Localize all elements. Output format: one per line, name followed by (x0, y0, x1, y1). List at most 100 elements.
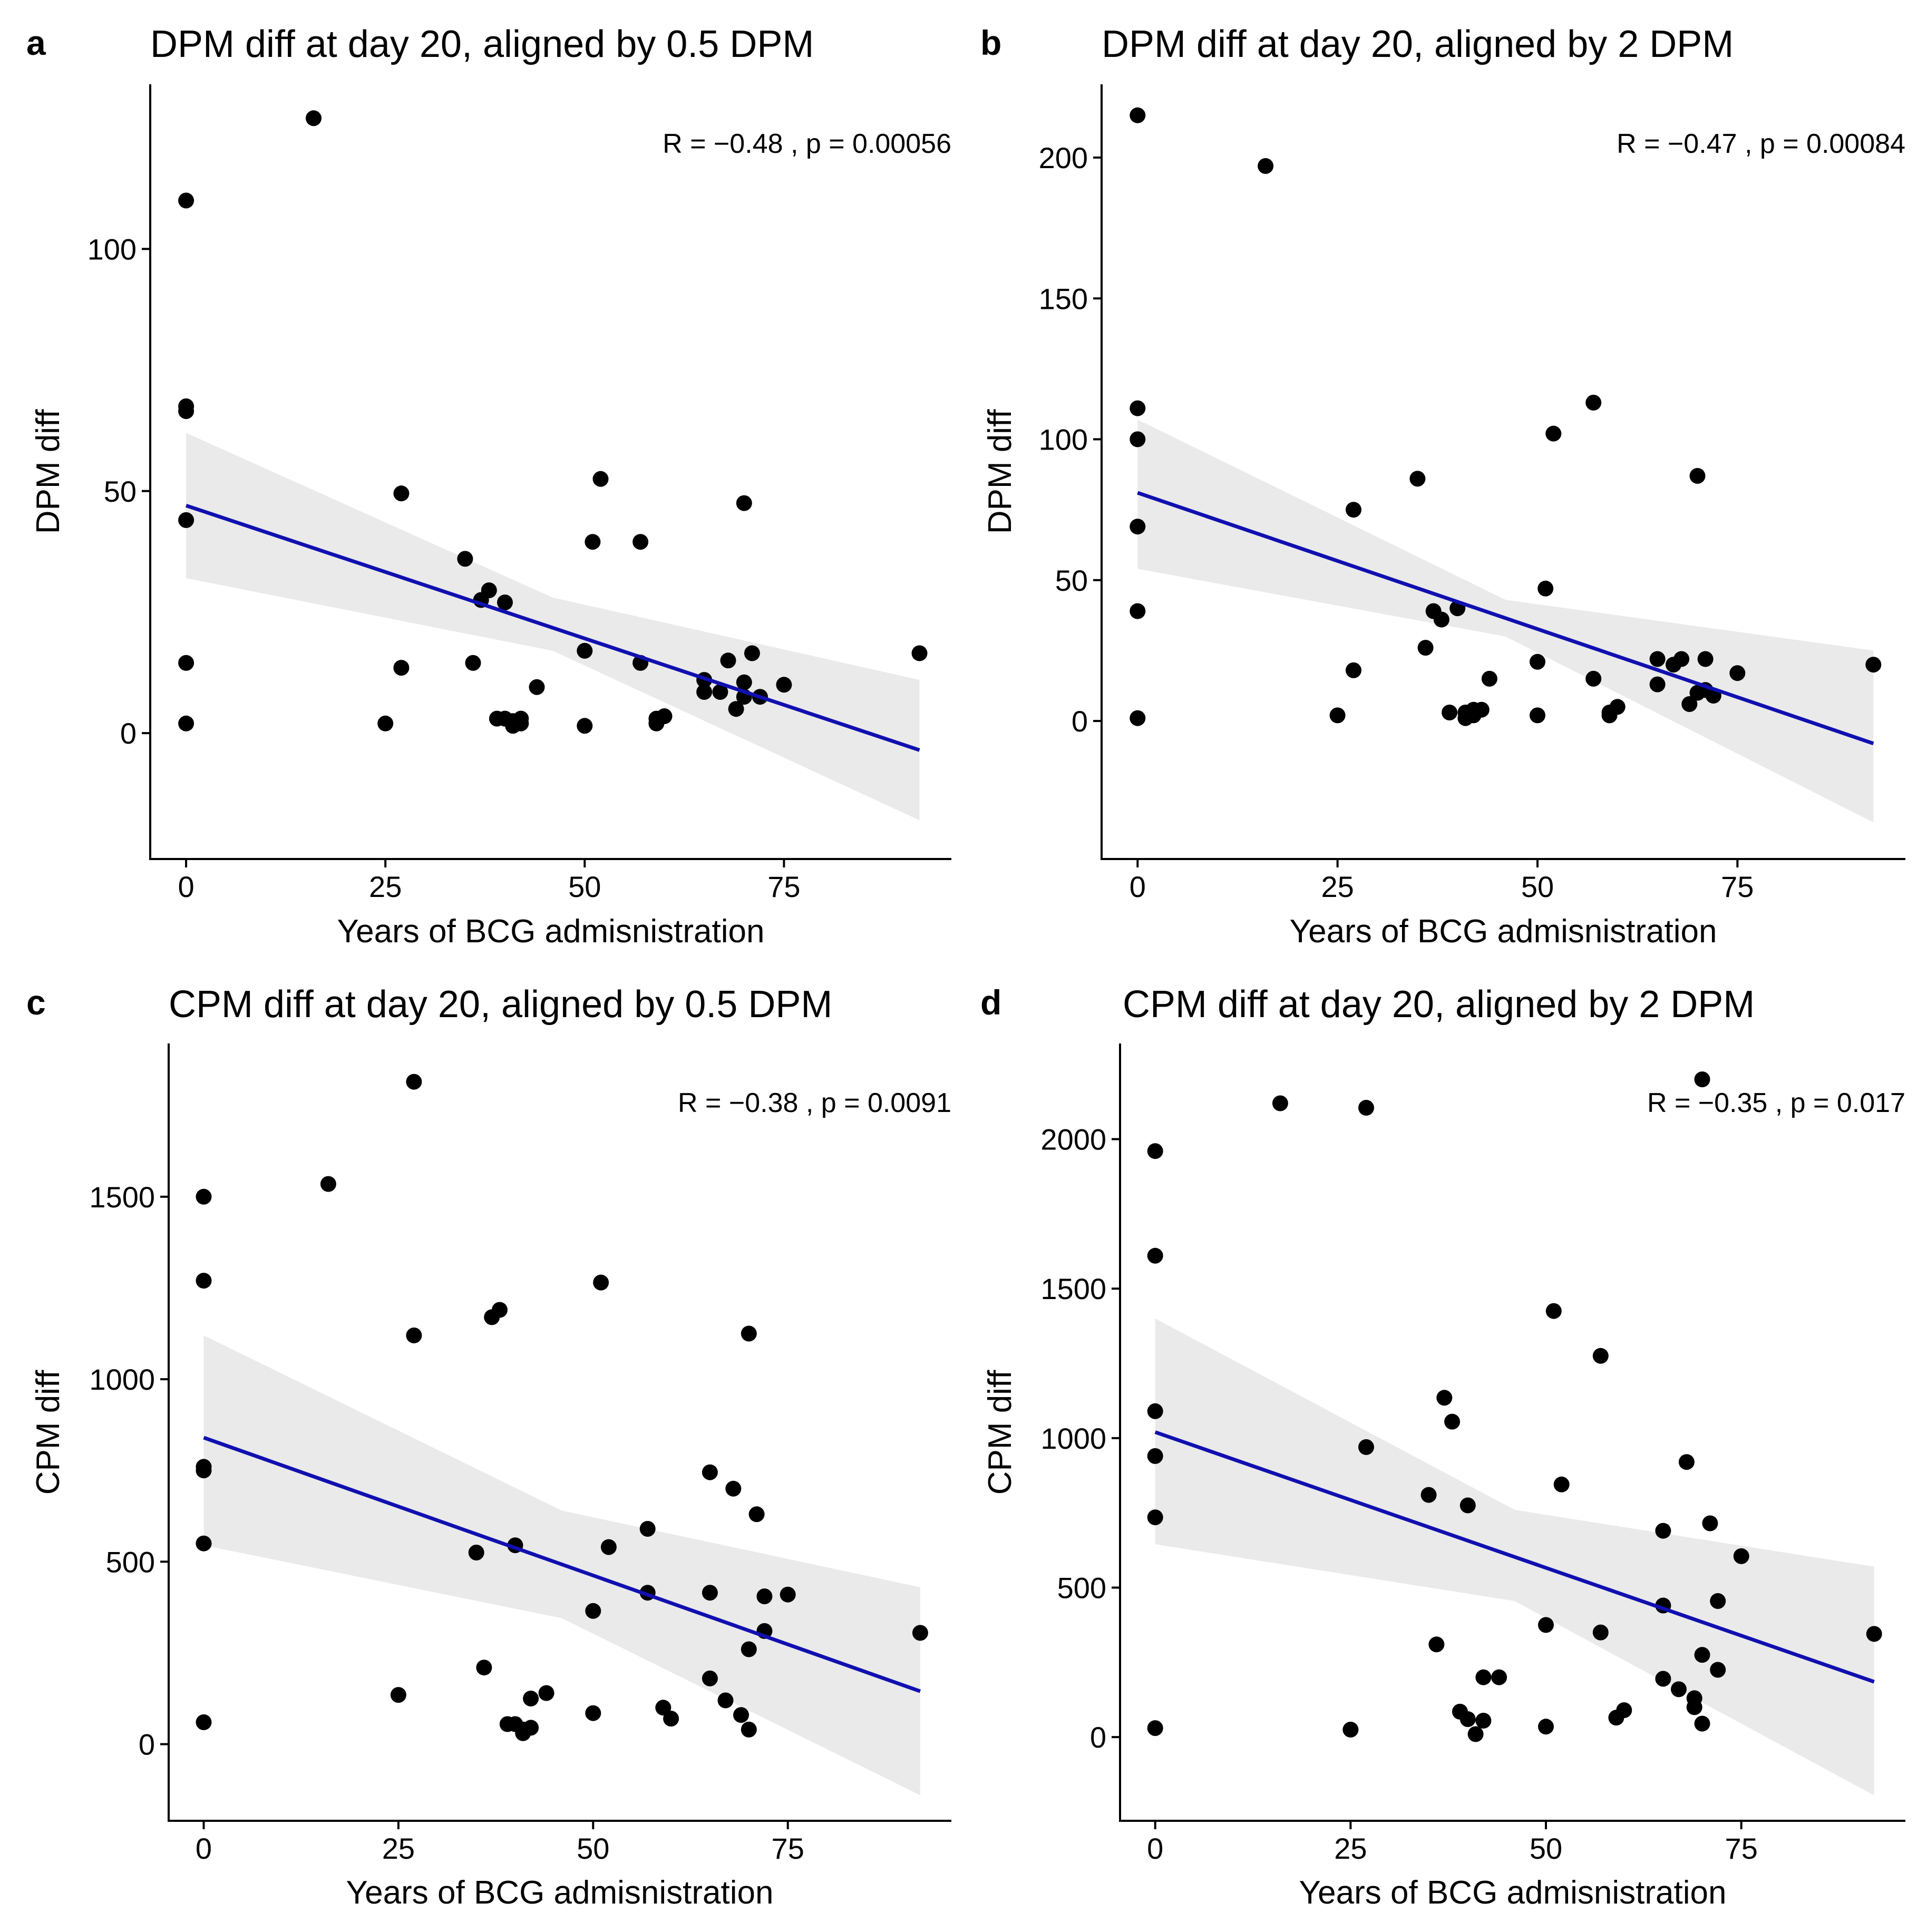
data-point (728, 701, 744, 717)
data-point (1346, 502, 1361, 518)
data-point (1545, 1303, 1562, 1319)
data-point (1147, 1720, 1163, 1736)
data-point (585, 1603, 601, 1619)
x-tick-label: 75 (1725, 1832, 1758, 1865)
data-point (1530, 653, 1545, 670)
data-point (741, 1721, 757, 1738)
plot-area-b: 0 25 50 75 0 50 100 150 200 (1039, 84, 1905, 903)
data-point (780, 1586, 796, 1603)
data-point (1710, 1593, 1726, 1609)
data-point (702, 1585, 718, 1601)
x-axis-title: Years of BCG admisnistration (1290, 913, 1717, 950)
data-point (1655, 1523, 1671, 1539)
data-point (1702, 1515, 1718, 1531)
data-point (725, 1480, 742, 1497)
y-tick-label: 1000 (89, 1363, 155, 1396)
data-point (390, 1687, 406, 1703)
data-point (1459, 1711, 1476, 1728)
data-point (1491, 1669, 1507, 1685)
data-point (744, 645, 760, 661)
data-point (1733, 1548, 1749, 1564)
y-tick-label: 100 (1039, 423, 1088, 456)
data-point (663, 1711, 679, 1727)
data-point (1729, 665, 1746, 681)
data-point (1420, 1487, 1437, 1503)
data-point (1537, 580, 1554, 597)
panel-title: CPM diff at day 20, aligned by 2 DPM (1123, 983, 1755, 1026)
data-point (741, 1325, 757, 1342)
data-point (1710, 1662, 1726, 1678)
x-tick-label: 50 (577, 1832, 609, 1865)
data-point (1694, 1071, 1710, 1088)
y-axis-title: DPM diff (30, 409, 66, 534)
data-point (1609, 699, 1626, 715)
data-point (523, 1720, 539, 1736)
data-point (1475, 1713, 1492, 1729)
x-axis-title: Years of BCG admisnistration (337, 913, 765, 950)
data-point (492, 1302, 508, 1318)
data-point (1130, 603, 1146, 619)
regression-line (1137, 491, 1874, 746)
regression-line (203, 1436, 921, 1693)
x-tick-label: 0 (1147, 1832, 1163, 1865)
data-point (393, 660, 410, 676)
x-tick-label: 0 (1130, 870, 1146, 903)
data-point (1130, 519, 1146, 535)
x-tick-label: 0 (196, 1832, 212, 1865)
data-point (655, 1700, 671, 1716)
data-point (1130, 710, 1146, 726)
data-point (1694, 1715, 1710, 1732)
data-point (1530, 707, 1545, 724)
data-point (1671, 1681, 1687, 1697)
x-tick-label: 75 (767, 870, 800, 903)
data-point (1865, 657, 1882, 673)
data-point (1673, 651, 1690, 667)
y-tick-label: 100 (87, 232, 137, 266)
x-tick-label: 25 (369, 870, 402, 903)
data-point (717, 1692, 734, 1709)
data-point (377, 715, 394, 731)
panel-letter: a (26, 23, 46, 62)
data-point (656, 708, 673, 724)
y-tick-label: 2000 (1040, 1123, 1106, 1156)
data-point (538, 1685, 554, 1701)
data-point (1585, 670, 1602, 687)
data-point (178, 512, 194, 528)
data-point (178, 192, 194, 209)
data-point (776, 677, 792, 693)
data-point (720, 652, 736, 669)
data-point (468, 1545, 484, 1560)
data-point (741, 1641, 757, 1657)
data-point (1694, 1647, 1710, 1663)
data-point (1442, 705, 1458, 720)
data-point (1681, 696, 1698, 712)
data-point (1481, 670, 1497, 687)
data-point (593, 1274, 609, 1291)
y-tick-label: 0 (1090, 1721, 1106, 1754)
y-axis-title: CPM diff (982, 1370, 1018, 1495)
panel-b: b DPM diff at day 20, aligned by 2 DPM 0… (980, 23, 1905, 950)
x-axis-title: Years of BCG admisnistration (1299, 1875, 1727, 1911)
x-tick-label: 50 (1521, 870, 1554, 903)
data-point (497, 594, 513, 611)
data-point (1467, 1726, 1484, 1742)
data-point (1475, 1669, 1492, 1685)
data-point (1147, 1448, 1163, 1464)
x-tick-label: 25 (1334, 1832, 1367, 1865)
y-tick-label: 50 (104, 475, 137, 508)
data-point (639, 1521, 656, 1537)
y-tick-label: 200 (1039, 141, 1088, 174)
panel-title: DPM diff at day 20, aligned by 2 DPM (1102, 23, 1734, 65)
data-point (196, 1714, 212, 1730)
data-point (712, 684, 728, 700)
x-tick-label: 25 (382, 1832, 415, 1865)
regression-line (185, 503, 920, 752)
y-tick-label: 1500 (1040, 1272, 1106, 1305)
data-point (196, 1188, 212, 1205)
data-point (196, 1535, 212, 1552)
data-point (600, 1539, 617, 1555)
data-point (736, 674, 752, 690)
data-point (1649, 676, 1666, 692)
data-point (406, 1074, 422, 1090)
